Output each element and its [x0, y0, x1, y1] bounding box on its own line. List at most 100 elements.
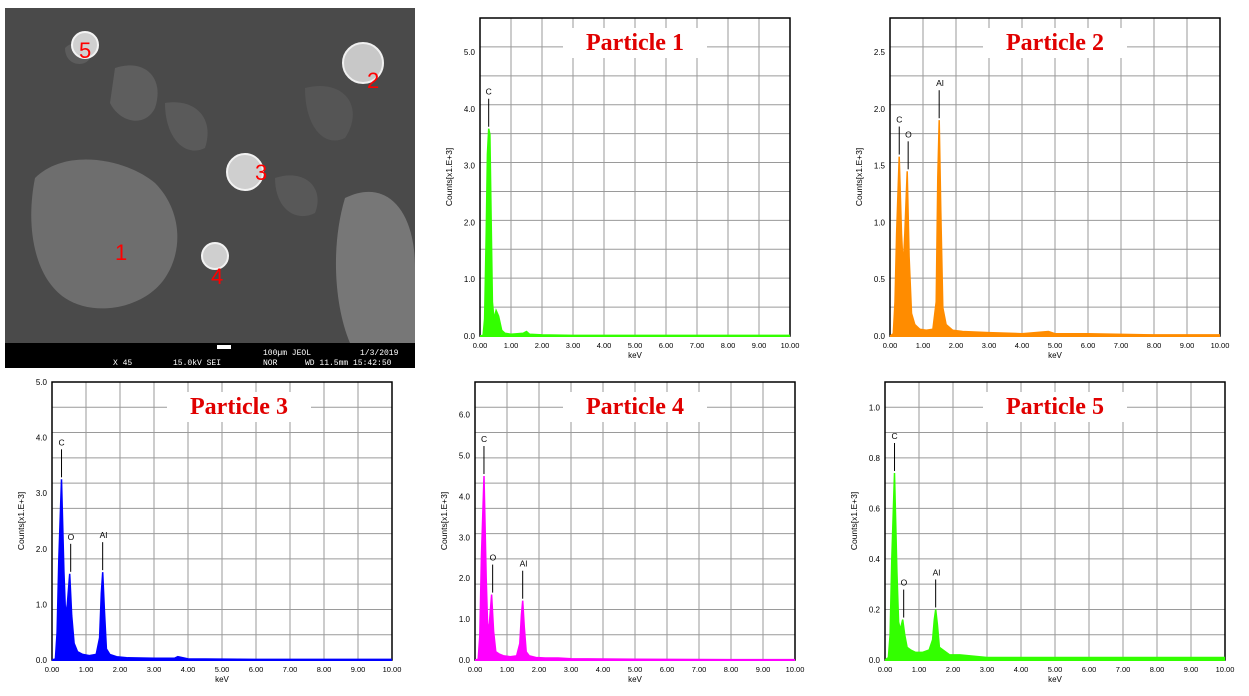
- x-tick-label: 2.00: [532, 665, 547, 674]
- y-tick-label: 1.0: [459, 615, 471, 624]
- x-tick-label: 0.00: [45, 665, 60, 674]
- x-tick-label: 3.00: [147, 665, 162, 674]
- sem-scalebar-text: 100µm JEOL: [263, 349, 311, 358]
- y-axis-label: Counts[x1.E+3]: [854, 148, 864, 206]
- peak-label-al: Al: [936, 78, 944, 88]
- peak-label-c: C: [486, 87, 492, 97]
- sem-info-bar: [5, 343, 415, 368]
- y-tick-label: 1.0: [874, 218, 886, 227]
- x-tick-label: 4.00: [596, 665, 611, 674]
- x-tick-label: 2.00: [946, 665, 961, 674]
- x-tick-label: 7.00: [283, 665, 298, 674]
- title-background: [563, 28, 707, 58]
- y-tick-label: 0.2: [869, 605, 881, 614]
- x-tick-label: 10.00: [781, 341, 800, 350]
- y-tick-label: 4.0: [36, 434, 48, 443]
- x-tick-label: 0.00: [883, 341, 898, 350]
- y-axis-label: Counts[x1.E+3]: [849, 492, 859, 550]
- y-tick-label: 5.0: [464, 48, 476, 57]
- y-tick-label: 5.0: [36, 378, 48, 387]
- x-tick-label: 3.00: [566, 341, 581, 350]
- x-tick-label: 10.00: [1211, 341, 1230, 350]
- x-tick-label: 5.00: [628, 665, 643, 674]
- chart-title: Particle 3: [190, 394, 288, 420]
- sem-label-2: 2: [367, 68, 379, 93]
- sem-particle-2: [342, 42, 384, 84]
- x-tick-label: 8.00: [317, 665, 332, 674]
- x-tick-label: 5.00: [628, 341, 643, 350]
- x-tick-label: 2.00: [535, 341, 550, 350]
- y-axis-label: Counts[x1.E+3]: [444, 148, 454, 206]
- x-axis-label: keV: [628, 351, 642, 360]
- sem-particle-labels: 1 2 3 4 5: [79, 38, 379, 289]
- y-tick-label: 0.0: [36, 656, 48, 665]
- x-axis-label: keV: [1048, 675, 1062, 684]
- spectrum-line: [884, 472, 1225, 661]
- sem-micrograph: 1 2 3 4 5 X 45 15.0kV SEI NOR 100µm JEOL…: [5, 8, 415, 368]
- x-tick-label: 2.00: [949, 341, 964, 350]
- x-tick-label: 1.00: [504, 341, 519, 350]
- x-axis-label: keV: [628, 675, 642, 684]
- title-background: [983, 392, 1127, 422]
- x-tick-label: 0.00: [468, 665, 483, 674]
- y-tick-label: 6.0: [459, 411, 471, 420]
- x-tick-label: 5.00: [1048, 341, 1063, 350]
- chart-title: Particle 4: [586, 394, 684, 420]
- x-tick-label: 10.00: [1216, 665, 1235, 674]
- y-tick-label: 0.8: [869, 454, 881, 463]
- y-tick-label: 1.0: [869, 403, 881, 412]
- y-axis-label: Counts[x1.E+3]: [439, 492, 449, 550]
- y-tick-label: 2.0: [459, 574, 471, 583]
- x-tick-label: 7.00: [692, 665, 707, 674]
- spectrum-chart-particle-4: 0.0 1.0 2.0 3.0 4.0 5.0 6.0 0.00 1.00 2.00 3.00 4.0…: [439, 381, 804, 684]
- x-tick-label: 9.00: [1180, 341, 1195, 350]
- spectrum-line: [889, 120, 1220, 337]
- y-tick-label: 2.0: [874, 105, 886, 114]
- peak-label-al: Al: [100, 530, 108, 540]
- y-tick-label: 3.0: [459, 533, 471, 542]
- peak-label-o: O: [490, 553, 497, 563]
- y-tick-label: 0.4: [869, 555, 881, 564]
- x-tick-label: 9.00: [752, 341, 767, 350]
- x-tick-label: 5.00: [1048, 665, 1063, 674]
- grid: [474, 381, 796, 661]
- sem-label-1: 1: [115, 240, 127, 265]
- y-tick-label: 0.0: [874, 332, 886, 341]
- chart-title: Particle 1: [586, 30, 684, 56]
- y-tick-label: 0.0: [869, 656, 881, 665]
- x-tick-label: 9.00: [756, 665, 771, 674]
- y-tick-label: 2.0: [36, 545, 48, 554]
- x-tick-label: 7.00: [1116, 665, 1131, 674]
- x-tick-label: 9.00: [351, 665, 366, 674]
- spectrum-chart-particle-2: 0.0 0.5 1.0 1.5 2.0 2.5 0.00 1.00 2.00 3.00 4.00 5.…: [854, 17, 1230, 360]
- x-tick-label: 4.00: [181, 665, 196, 674]
- peak-label-al: Al: [520, 559, 528, 569]
- sem-label-5: 5: [79, 38, 91, 63]
- peak-label-o: O: [901, 578, 908, 588]
- sem-date: 1/3/2019: [360, 349, 399, 358]
- y-tick-label: 1.0: [464, 275, 476, 284]
- sem-particle-3: [226, 153, 264, 191]
- grid: [479, 17, 791, 337]
- x-tick-label: 10.00: [383, 665, 402, 674]
- sem-textures: [31, 42, 415, 343]
- spectrum-chart-particle-1: 0.0 1.0 2.0 3.0 4.0 5.0 0.00 1.00 2.00 3.00 4.00 5.…: [444, 17, 800, 360]
- x-tick-label: 1.00: [500, 665, 515, 674]
- x-tick-label: 9.00: [1184, 665, 1199, 674]
- x-tick-label: 8.00: [1147, 341, 1162, 350]
- y-tick-label: 1.5: [874, 162, 886, 171]
- x-tick-label: 3.00: [980, 665, 995, 674]
- x-tick-label: 6.00: [249, 665, 264, 674]
- x-tick-label: 2.00: [113, 665, 128, 674]
- sem-info-text: X 45 15.0kV SEI NOR 100µm JEOL 1/3/2019 …: [113, 349, 399, 368]
- sem-scalebar: [217, 345, 231, 349]
- sem-particle-4: [201, 242, 229, 270]
- sem-wd-time: WD 11.5mm 15:42:50: [305, 359, 392, 368]
- peak-label-al: Al: [933, 567, 941, 577]
- x-tick-label: 0.00: [473, 341, 488, 350]
- x-tick-label: 1.00: [912, 665, 927, 674]
- x-tick-label: 4.00: [597, 341, 612, 350]
- x-tick-label: 6.00: [660, 665, 675, 674]
- x-tick-label: 8.00: [724, 665, 739, 674]
- y-tick-label: 5.0: [459, 452, 471, 461]
